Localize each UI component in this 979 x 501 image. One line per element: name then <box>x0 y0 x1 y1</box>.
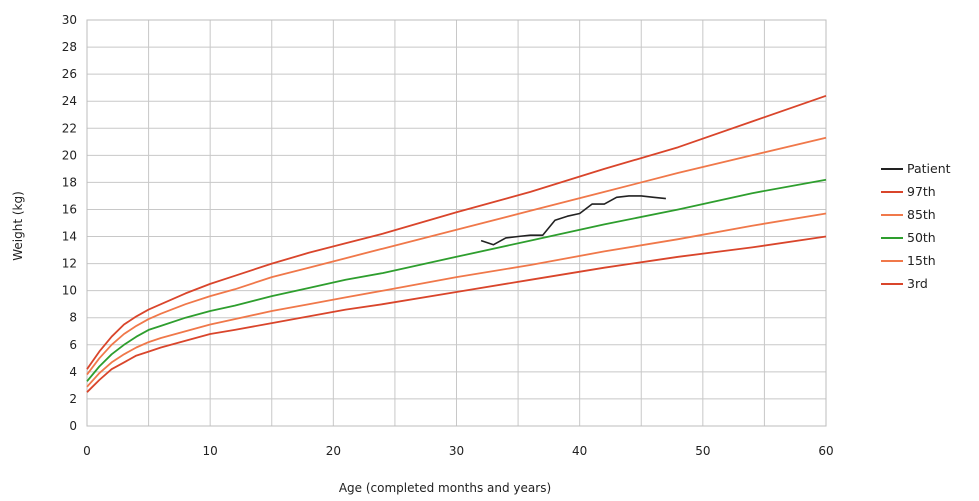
x-tick-label: 60 <box>818 444 833 458</box>
y-tick-label: 18 <box>62 175 77 189</box>
y-tick-label: 24 <box>62 94 77 108</box>
legend-label-15th: 15th <box>907 253 936 268</box>
y-tick-label: 0 <box>69 419 77 433</box>
plot-frame <box>86 19 827 427</box>
y-axis-title: Weight (kg) <box>11 191 25 261</box>
series-lines <box>86 94 827 393</box>
legend-label-85th: 85th <box>907 207 936 222</box>
series-line-15th <box>86 212 827 388</box>
legend-label-97th: 97th <box>907 184 936 199</box>
legend-label-patient: Patient <box>907 161 951 176</box>
series-line-85th <box>86 136 827 376</box>
y-tick-label: 6 <box>69 338 77 352</box>
series-line-50th <box>86 178 827 382</box>
y-tick-label: 8 <box>69 311 77 325</box>
grid <box>86 19 827 427</box>
legend-label-50th: 50th <box>907 230 936 245</box>
x-tick-label: 20 <box>326 444 341 458</box>
y-tick-label: 2 <box>69 392 77 406</box>
y-tick-label: 20 <box>62 148 77 162</box>
y-tick-label: 22 <box>62 121 77 135</box>
x-tick-label: 10 <box>203 444 218 458</box>
y-tick-label: 12 <box>62 257 77 271</box>
series-line-patient <box>480 195 666 246</box>
x-tick-label: 50 <box>695 444 710 458</box>
y-tick-label: 28 <box>62 40 77 54</box>
series-line-3rd <box>86 235 827 393</box>
legend: Patient 97th 85th 50th 15th 3rd <box>881 161 951 291</box>
y-tick-label: 10 <box>62 284 77 298</box>
x-tick-labels: 0 10 20 30 40 50 60 <box>83 444 833 458</box>
y-tick-label: 30 <box>62 13 77 27</box>
x-axis-title: Age (completed months and years) <box>339 481 551 495</box>
series-line-97th <box>86 94 827 370</box>
legend-label-3rd: 3rd <box>907 276 928 291</box>
y-tick-label: 26 <box>62 67 77 81</box>
x-tick-label: 0 <box>83 444 91 458</box>
x-tick-label: 40 <box>572 444 587 458</box>
y-tick-label: 16 <box>62 202 77 216</box>
y-tick-label: 14 <box>62 230 77 244</box>
y-tick-label: 4 <box>69 365 77 379</box>
x-tick-label: 30 <box>449 444 464 458</box>
